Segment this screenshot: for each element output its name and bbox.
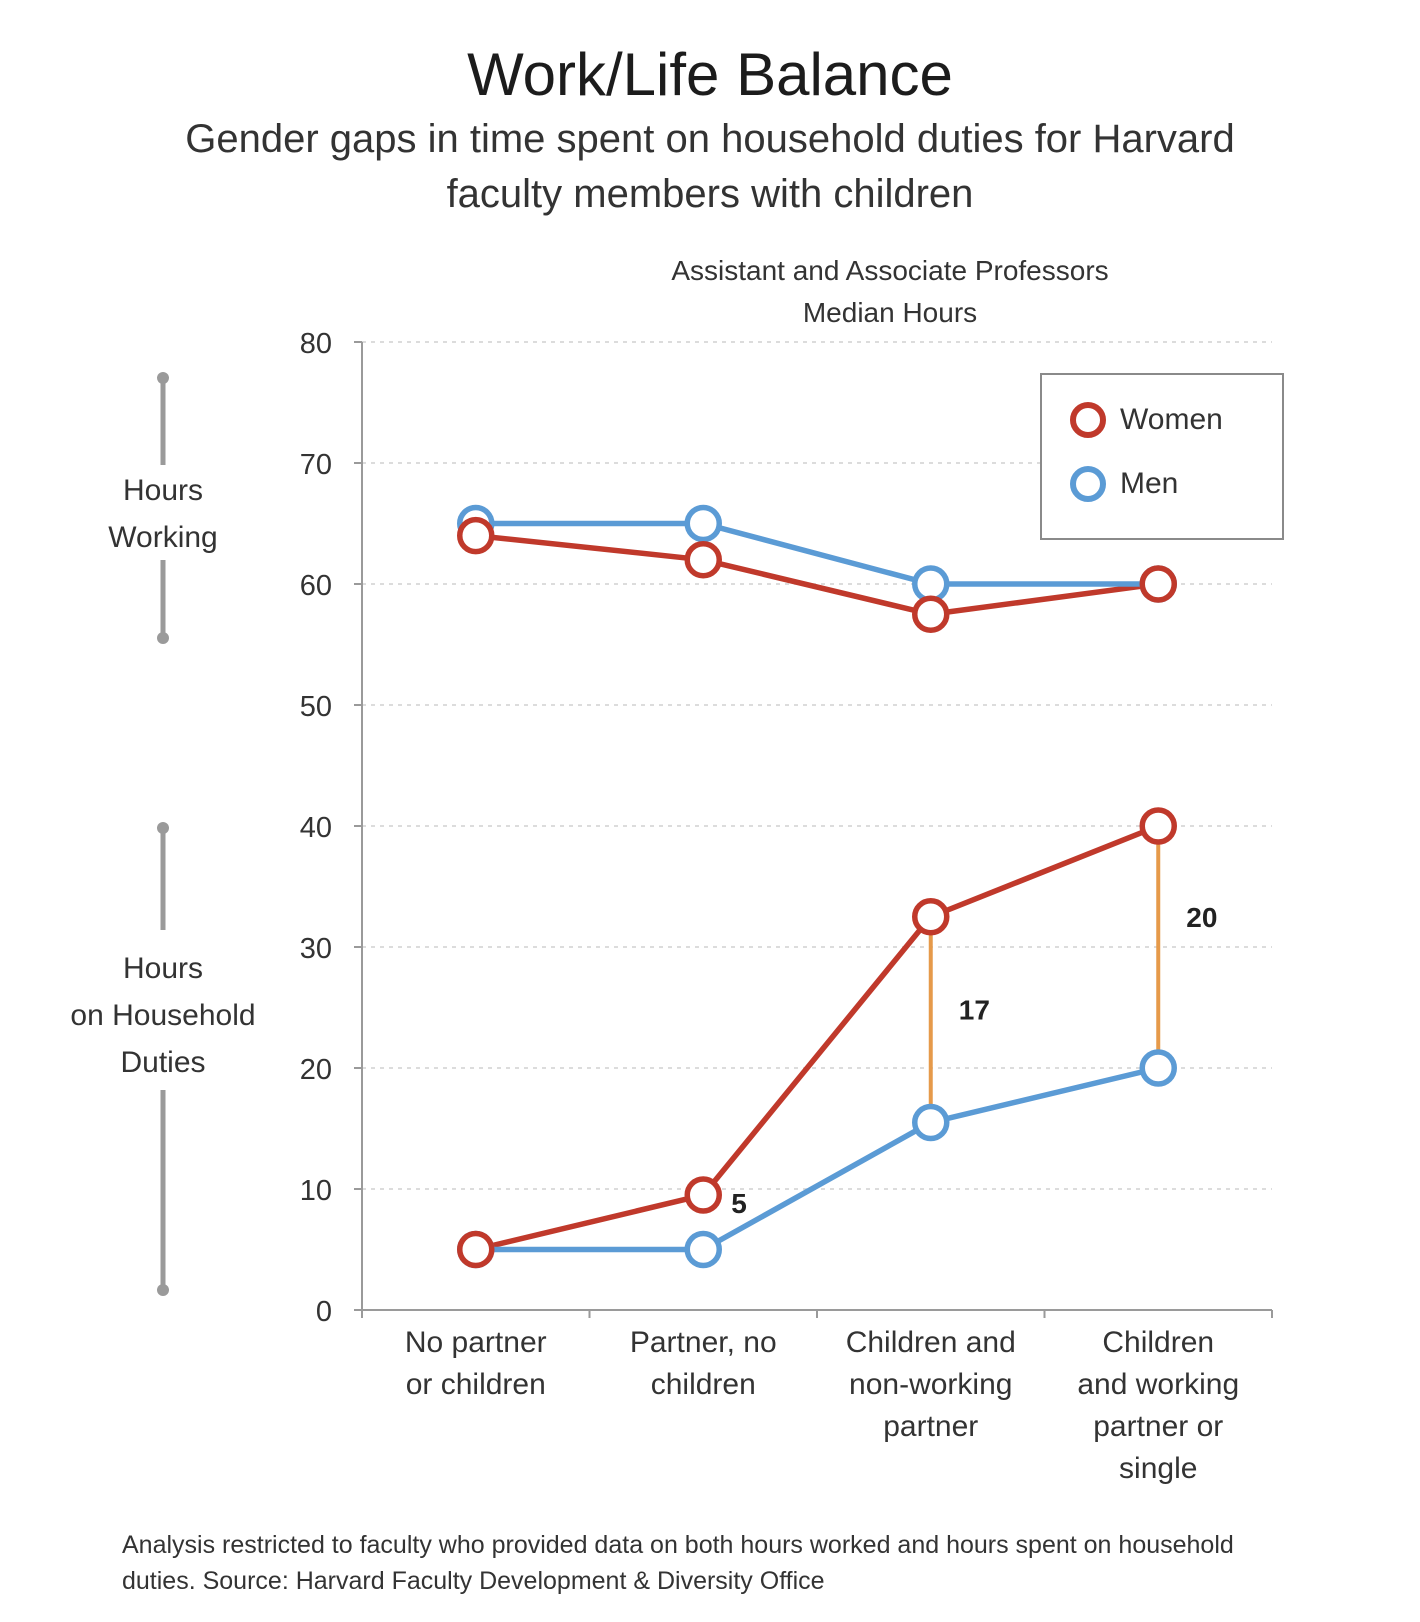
data-point-2-1	[684, 1176, 722, 1214]
legend-label-men: Men	[1120, 467, 1179, 500]
series-line-0	[475, 532, 1159, 617]
y-tick-label-60: 60	[300, 570, 332, 602]
x-tick-label-3: Children and working partner or single	[1077, 1326, 1239, 1485]
data-point-0-2	[912, 595, 950, 633]
gap-label-0: 5	[731, 1188, 747, 1219]
data-point-3-2	[912, 1103, 950, 1142]
y-tick-label-20: 20	[300, 1054, 332, 1086]
data-point-1-2	[912, 565, 950, 603]
hours-household-label-line-0: Hours	[123, 952, 203, 985]
hours-household-label-line-2: Duties	[120, 1046, 205, 1079]
chart-footnote: Analysis restricted to faculty who provi…	[122, 1531, 1234, 1595]
chart-heading-line2: Median Hours	[802, 297, 978, 328]
gap-label-1: 17	[959, 995, 990, 1026]
household-bracket-cap-top	[157, 822, 169, 834]
data-point-0-1	[684, 541, 722, 579]
chart-subtitle: Gender gaps in time spent on household d…	[185, 117, 1235, 216]
data-point-2-3	[1139, 807, 1177, 845]
y-tick-label-10: 10	[300, 1175, 332, 1207]
series-line-3	[475, 1065, 1159, 1253]
legend-marker-men	[1070, 466, 1106, 502]
hours-working-label-line-0: Hours	[123, 474, 203, 507]
data-point-0-0	[457, 516, 495, 555]
data-point-3-1	[684, 1230, 722, 1269]
y-tick-label-40: 40	[300, 812, 332, 844]
legend-item-men: Men	[1070, 459, 1178, 509]
working-bracket-cap-bottom	[157, 632, 169, 644]
x-tick-label-2: Children and non-working partner	[846, 1326, 1016, 1443]
hours-household-label-line-1: on Household	[70, 999, 255, 1032]
data-point-2-2	[912, 898, 950, 936]
chart-heading-line1: Assistant and Associate Professors	[671, 255, 1109, 286]
legend-item-women: Women	[1070, 395, 1223, 445]
x-tick-label-0: No partner or children	[405, 1326, 547, 1401]
chart-legend: Women Men	[1040, 373, 1284, 540]
y-tick-label-70: 70	[300, 449, 332, 481]
line-chart: 0 10 20 30 40 50 60 70 80 No partner or children Pa…	[70, 328, 1273, 1485]
legend-marker-women	[1070, 402, 1106, 438]
chart-title: Work/Life Balance	[467, 41, 953, 108]
y-tick-label-0: 0	[316, 1296, 332, 1328]
data-point-3-3	[1139, 1049, 1177, 1087]
series-line-1	[475, 520, 1159, 587]
data-point-1-1	[684, 504, 722, 543]
data-point-0-3	[1139, 565, 1177, 603]
working-bracket-cap-top	[157, 372, 169, 384]
y-tick-label-30: 30	[300, 933, 332, 965]
household-bracket-cap-bottom	[157, 1284, 169, 1296]
hours-working-label-line-1: Working	[108, 521, 217, 554]
legend-label-women: Women	[1120, 403, 1223, 436]
data-point-2-0	[457, 1230, 495, 1269]
series-line-2	[475, 823, 1160, 1253]
y-tick-label-80: 80	[300, 328, 332, 360]
y-tick-label-50: 50	[300, 691, 332, 723]
x-tick-label-1: Partner, no children	[630, 1326, 777, 1401]
gap-label-2: 20	[1186, 902, 1217, 933]
